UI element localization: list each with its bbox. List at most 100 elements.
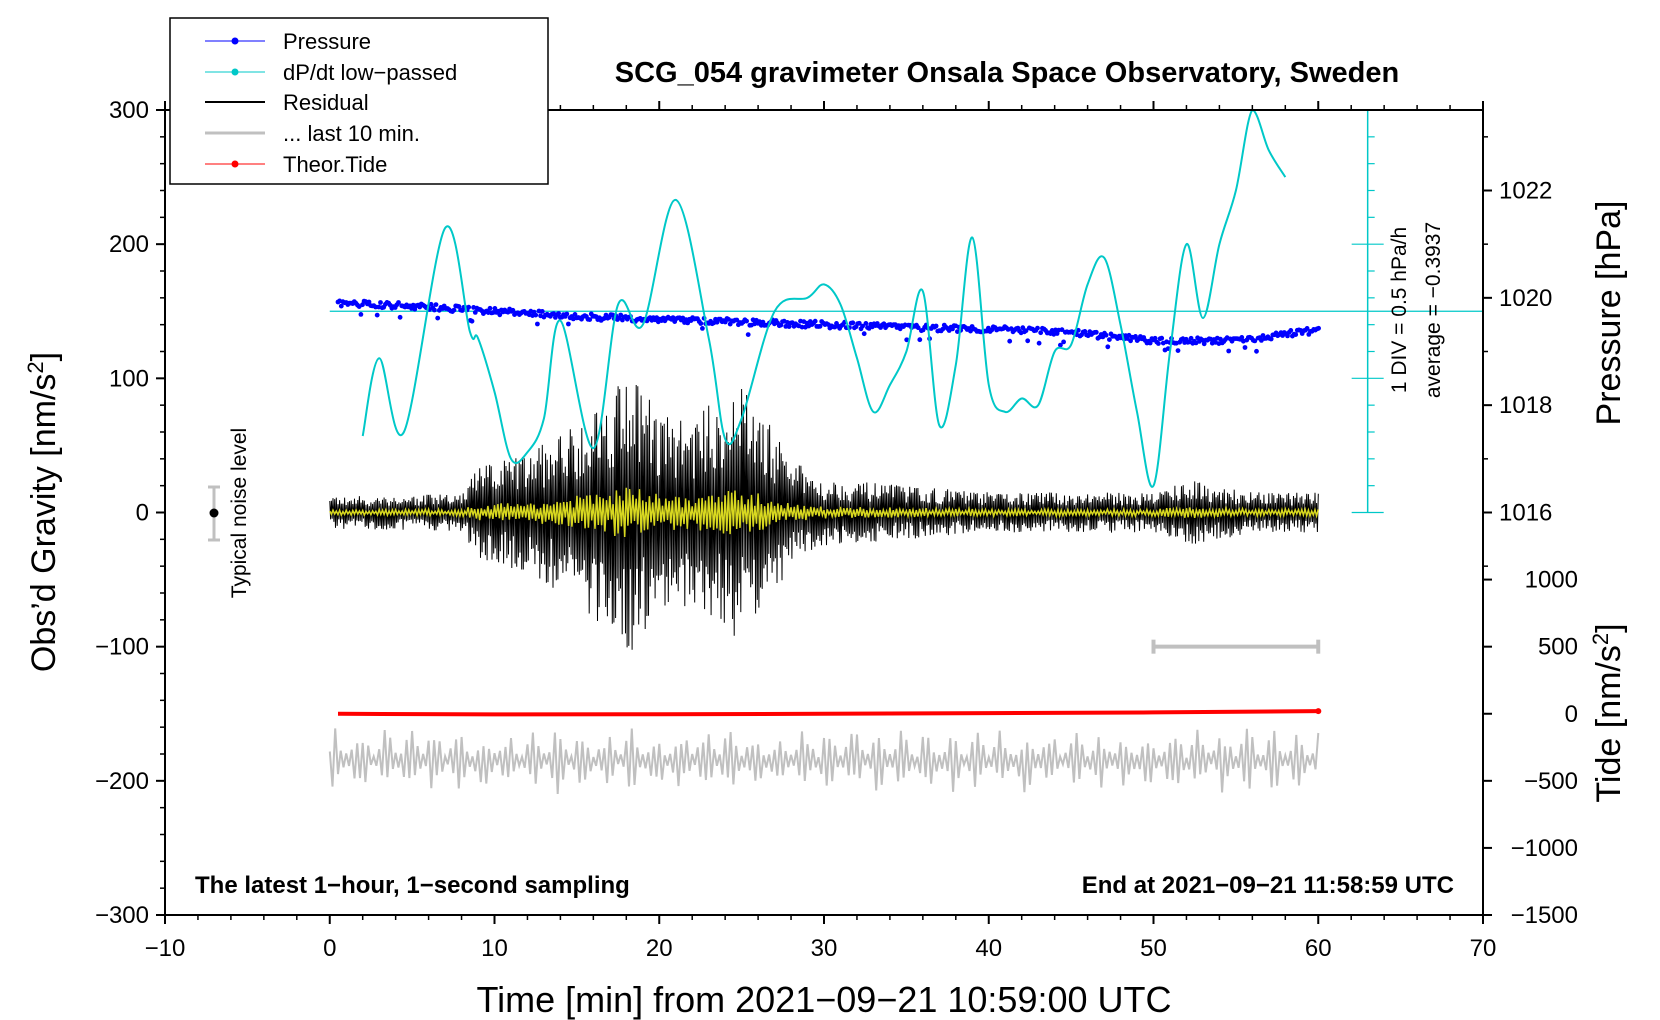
dpdt-line: [361, 108, 1287, 488]
residual-filtered-line: [329, 487, 1320, 538]
pressure-point: [1304, 326, 1310, 331]
pressure-point: [374, 312, 380, 318]
pressure-point: [1175, 348, 1181, 353]
pressure-point: [850, 320, 856, 326]
pressure-point: [1058, 342, 1063, 348]
pressure-point: [510, 307, 516, 313]
y-axis-label-left-main: Obs’d Gravity [nm/s: [25, 374, 63, 673]
pressure-point: [1152, 335, 1158, 341]
pressure-tick-label: 1022: [1499, 178, 1552, 205]
pressure-point: [856, 320, 862, 326]
y-tick-label: 100: [109, 365, 149, 392]
pressure-point: [456, 304, 462, 309]
legend-entry-residual: Residual: [205, 90, 369, 115]
pressure-point: [1107, 337, 1112, 342]
pressure-point: [1226, 348, 1232, 354]
pressure-point: [1036, 340, 1042, 346]
pressure-point: [1038, 330, 1044, 336]
pressure-point: [378, 300, 383, 305]
pressure-point: [533, 312, 539, 318]
x-axis-label: Time [min] from 2021−09−21 10:59:00 UTC: [476, 979, 1171, 1020]
y-axis-label-tide-end: ]: [1590, 623, 1628, 632]
pressure-point: [1007, 338, 1013, 344]
pressure-point: [1105, 344, 1111, 350]
x-tick-label: 0: [323, 935, 336, 962]
pressure-point: [698, 321, 704, 326]
pressure-point: [817, 323, 823, 329]
pressure-point: [435, 315, 441, 321]
legend-entry-tide: Theor.Tide: [205, 152, 387, 177]
pressure-tick-label: 1020: [1499, 285, 1552, 312]
legend: Pressure dP/dt low−passed Residual ... l…: [169, 17, 549, 185]
pressure-point: [1025, 338, 1031, 344]
pressure-point: [700, 326, 705, 331]
x-tick-label: 60: [1305, 935, 1332, 962]
tide-tick-label: −500: [1524, 768, 1578, 795]
pressure-point: [812, 318, 818, 324]
pressure-point: [744, 318, 749, 324]
axis-tick-labels: −10 0 10 20 30 40 50 60 70−300−200−1000100200300…: [95, 97, 1578, 962]
pressure-point: [1316, 325, 1321, 331]
legend-tide-label: Theor.Tide: [283, 152, 387, 177]
noise-level-dot: [209, 508, 219, 518]
pressure-point: [1285, 333, 1290, 339]
pressure-point: [1239, 335, 1245, 340]
x-tick-label: 10: [481, 935, 508, 962]
pressure-point: [1268, 336, 1274, 342]
pressure-point: [487, 305, 493, 311]
pressure-point: [432, 307, 437, 313]
pressure-point: [863, 321, 869, 326]
y-tick-label: 300: [109, 97, 149, 124]
residual-line: [329, 384, 1319, 650]
tide-tick-label: 500: [1538, 634, 1578, 661]
data-series: [328, 108, 1483, 794]
pressure-point: [1242, 345, 1248, 350]
pressure-point: [1252, 338, 1258, 344]
y-axis-label-tide-sup: 2: [1588, 633, 1613, 645]
pressure-point: [1200, 337, 1205, 343]
legend-entry-pressure: Pressure: [205, 29, 371, 54]
pressure-point: [469, 318, 475, 324]
pressure-point: [566, 321, 571, 327]
pressure-point: [358, 312, 364, 317]
legend-entry-last10: ... last 10 min.: [205, 121, 420, 146]
pressure-point: [915, 325, 921, 331]
pressure-point: [1147, 340, 1153, 346]
tide-line: [337, 709, 1319, 717]
legend-pressure-marker: [231, 37, 239, 45]
chart-title: SCG_054 gravimeter Onsala Space Observat…: [615, 57, 1399, 89]
pressure-point: [745, 332, 751, 337]
y-tick-label: 200: [109, 231, 149, 258]
pressure-point: [1254, 348, 1259, 354]
x-tick-label: 30: [811, 935, 838, 962]
pressure-point: [492, 306, 498, 311]
pressure-point: [1023, 328, 1029, 334]
pressure-point: [1020, 325, 1026, 331]
end-time-annotation: End at 2021−09−21 11:58:59 UTC: [1082, 872, 1454, 899]
tide-end-point: [1315, 708, 1322, 715]
sampling-annotation: The latest 1−hour, 1−second sampling: [195, 872, 630, 899]
pressure-point: [1293, 332, 1299, 337]
y-tick-label: −300: [95, 902, 149, 929]
legend-last10-label: ... last 10 min.: [283, 121, 420, 146]
average-annotation: average = −0.3937: [1422, 222, 1445, 398]
x-tick-label: 40: [975, 935, 1002, 962]
legend-residual-label: Residual: [283, 90, 369, 115]
last10min-line: [328, 728, 1320, 794]
legend-pressure-label: Pressure: [283, 29, 371, 54]
pressure-point: [564, 311, 570, 317]
pressure-point: [366, 299, 372, 305]
pressure-point: [433, 302, 439, 307]
legend-tide-marker: [231, 160, 239, 168]
plot-frame: [164, 109, 1484, 916]
pressure-point: [1159, 335, 1165, 341]
noise-level-label: Typical noise level: [228, 428, 251, 598]
pressure-point: [1201, 341, 1207, 347]
legend-dpdt-label: dP/dt low−passed: [283, 60, 457, 85]
pressure-point: [556, 311, 561, 316]
pressure-point: [1059, 327, 1065, 333]
pressure-point: [1093, 329, 1099, 335]
pressure-tick-label: 1016: [1499, 500, 1552, 527]
y-axis-label-tide-main: Tide [nm/s: [1590, 645, 1628, 802]
pressure-point: [338, 303, 344, 309]
